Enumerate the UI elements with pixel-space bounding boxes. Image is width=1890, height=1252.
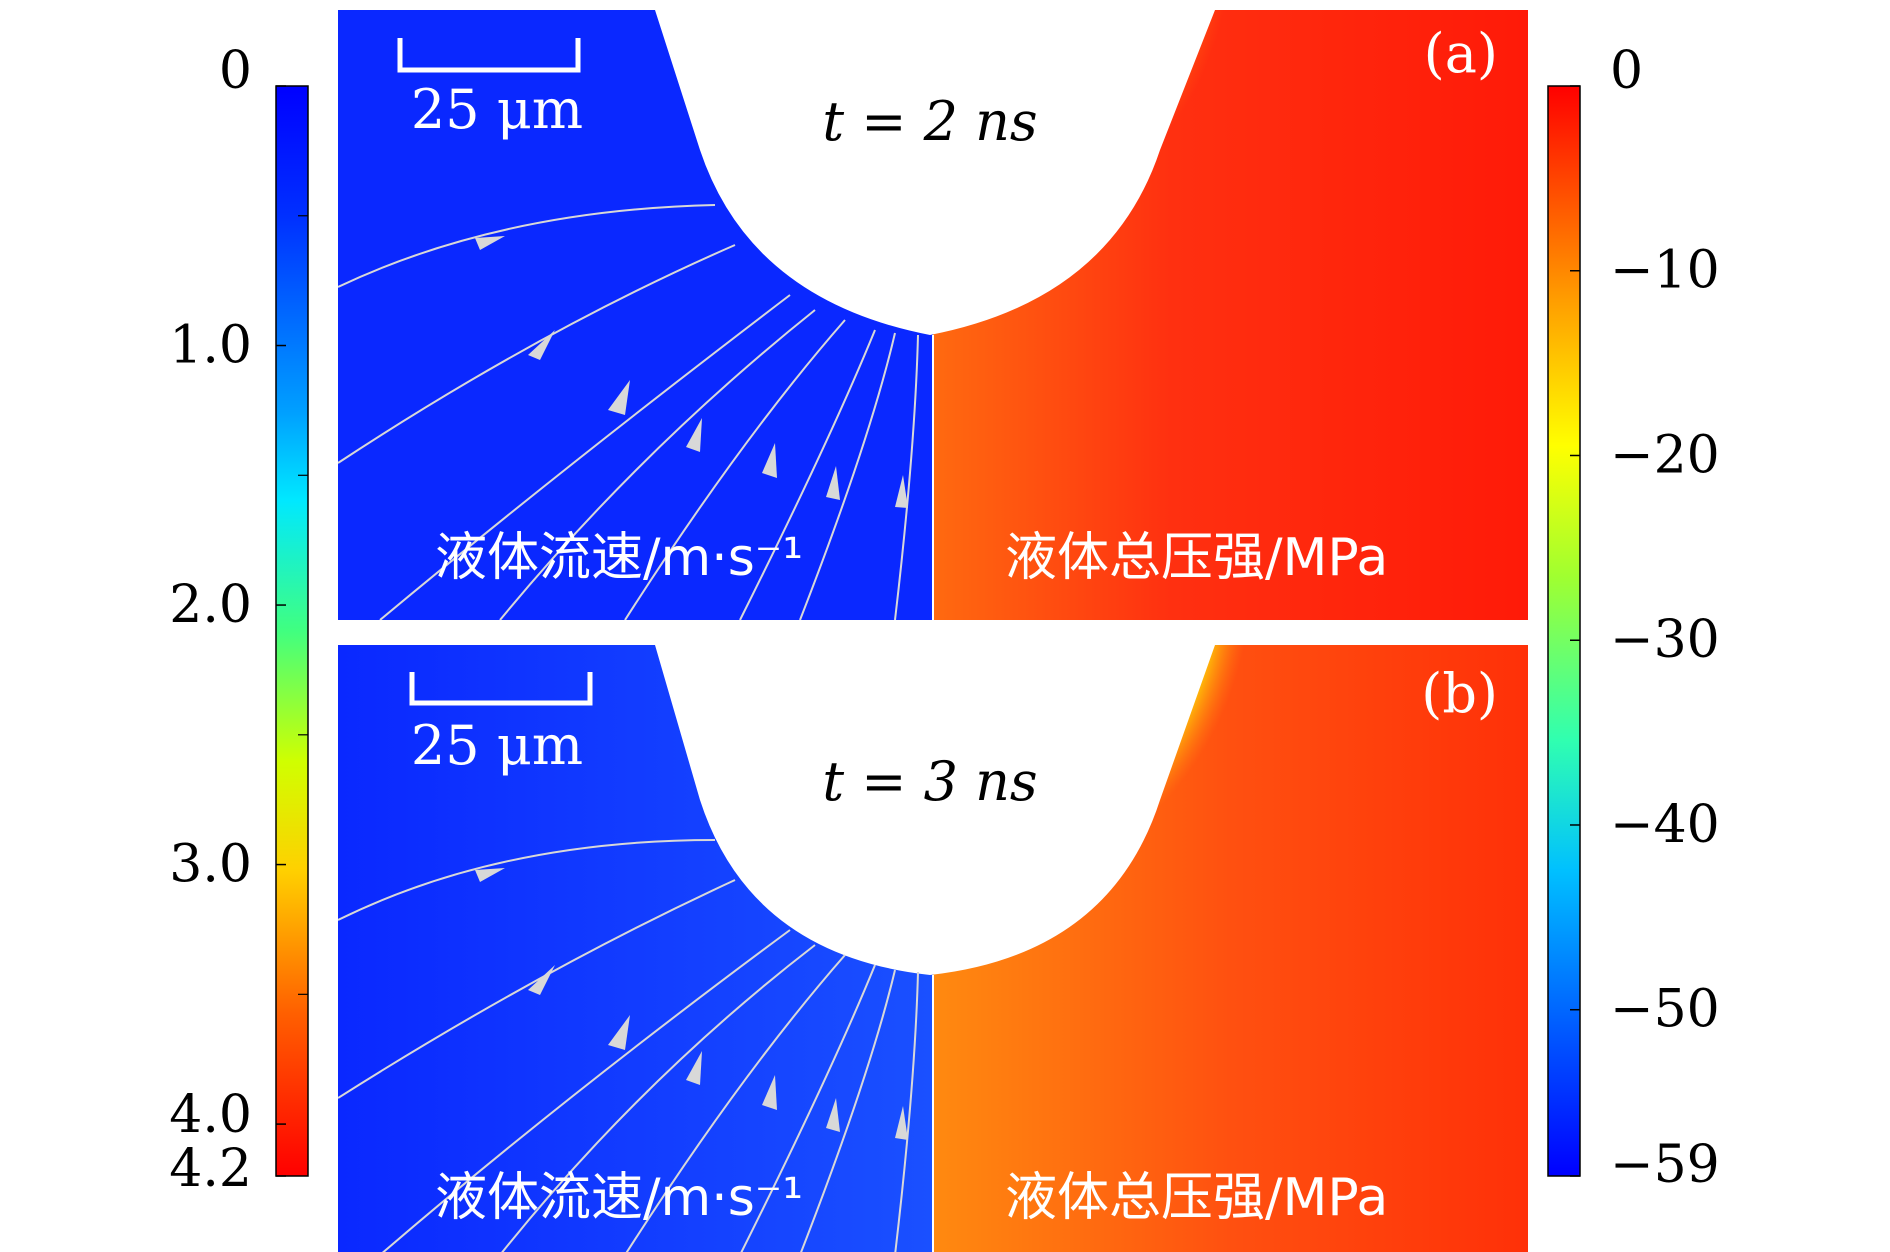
pressure-tick-label: −30 [1610, 610, 1720, 670]
velocity-tick-label: 2.0 [169, 575, 252, 635]
pressure-tick-label: −10 [1610, 241, 1720, 301]
velocity-tick-label: 1.0 [169, 316, 252, 376]
scale-bar-a [397, 38, 581, 73]
colorbar-velocity-ticks: 0 1.0 2.0 3.0 4.04.2 [169, 41, 308, 1199]
colorbar-velocity: 0 1.0 2.0 3.0 4.04.2 [169, 41, 309, 1199]
scale-bar-b [409, 672, 593, 706]
colorbar-pressure: 0 −10 −20 −30 −40 −50 −59 [1547, 41, 1720, 1195]
pressure-label-a: 液体总压强/MPa [1005, 528, 1388, 588]
streamlines-a [338, 204, 919, 620]
colorbar-pressure-ticks: 0 −10 −20 −30 −40 −50 −59 [1570, 41, 1720, 1195]
pressure-tick-label: −40 [1610, 795, 1720, 855]
time-label-b: t = 3 ns [822, 750, 1037, 813]
panel-label-b: (b) [1421, 662, 1498, 725]
velocity-label-a: 液体流速/m·s⁻¹ [435, 528, 803, 588]
velocity-tick-label: 0 [219, 41, 252, 101]
streamline-arrows-a [475, 236, 908, 508]
bubble-b [655, 645, 1215, 975]
panel-label-a: (a) [1424, 22, 1498, 85]
velocity-label-b: 液体流速/m·s⁻¹ [435, 1168, 803, 1228]
bubble-a [655, 10, 1215, 335]
scale-bar-label-a: 25 μm [411, 78, 583, 141]
pressure-tick-label: −59 [1610, 1135, 1720, 1195]
scale-bar-label-b: 25 μm [411, 714, 583, 777]
panel-b [338, 645, 1528, 1252]
pressure-label-b: 液体总压强/MPa [1005, 1168, 1388, 1228]
pressure-tick-label: −50 [1610, 980, 1720, 1040]
velocity-tick-label: 4.0 [169, 1085, 252, 1145]
time-label-a: t = 2 ns [822, 90, 1037, 153]
panel-a [338, 10, 1528, 620]
velocity-tick-label: 4.2 [169, 1139, 252, 1199]
velocity-tick-label: 3.0 [169, 835, 252, 895]
streamlines-b [338, 839, 919, 1252]
streamline-arrows-b [475, 868, 908, 1140]
pressure-tick-label: −20 [1610, 425, 1720, 485]
pressure-tick-label: 0 [1610, 41, 1643, 101]
